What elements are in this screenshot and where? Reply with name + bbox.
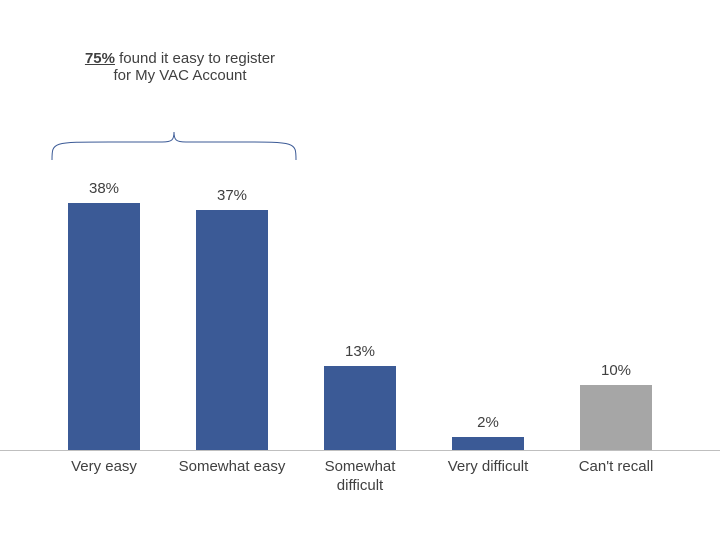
bar: 38% xyxy=(68,203,140,450)
x-axis-line xyxy=(0,450,720,451)
bar-value-label: 13% xyxy=(345,343,375,360)
category-label: Somewhat difficult xyxy=(296,458,424,496)
bar-value-label: 10% xyxy=(601,362,631,379)
summary-annotation: 75% found it easy to register for My VAC… xyxy=(80,50,280,84)
bar: 10% xyxy=(580,385,652,450)
bar: 2% xyxy=(452,437,524,450)
category-label: Somewhat easy xyxy=(168,458,296,496)
category-labels: Very easySomewhat easySomewhat difficult… xyxy=(40,458,680,496)
bar: 37% xyxy=(196,210,268,451)
bar-chart: 75% found it easy to register for My VAC… xyxy=(0,0,720,540)
grouping-brace xyxy=(50,130,298,162)
bar-slot: 37% xyxy=(168,190,296,450)
summary-annotation-text: found it easy to register for My VAC Acc… xyxy=(113,50,275,84)
bar-value-label: 37% xyxy=(217,187,247,204)
category-label: Very difficult xyxy=(424,458,552,496)
bar: 13% xyxy=(324,366,396,451)
category-label: Can't recall xyxy=(552,458,680,496)
category-label: Very easy xyxy=(40,458,168,496)
bars-container: 38% 37% 13% 2% 10% xyxy=(40,190,680,450)
bar-slot: 38% xyxy=(40,190,168,450)
bar-value-label: 2% xyxy=(477,414,499,431)
bar-value-label: 38% xyxy=(89,180,119,197)
bar-slot: 2% xyxy=(424,190,552,450)
bar-slot: 13% xyxy=(296,190,424,450)
bar-slot: 10% xyxy=(552,190,680,450)
summary-annotation-percent: 75% xyxy=(85,50,115,67)
